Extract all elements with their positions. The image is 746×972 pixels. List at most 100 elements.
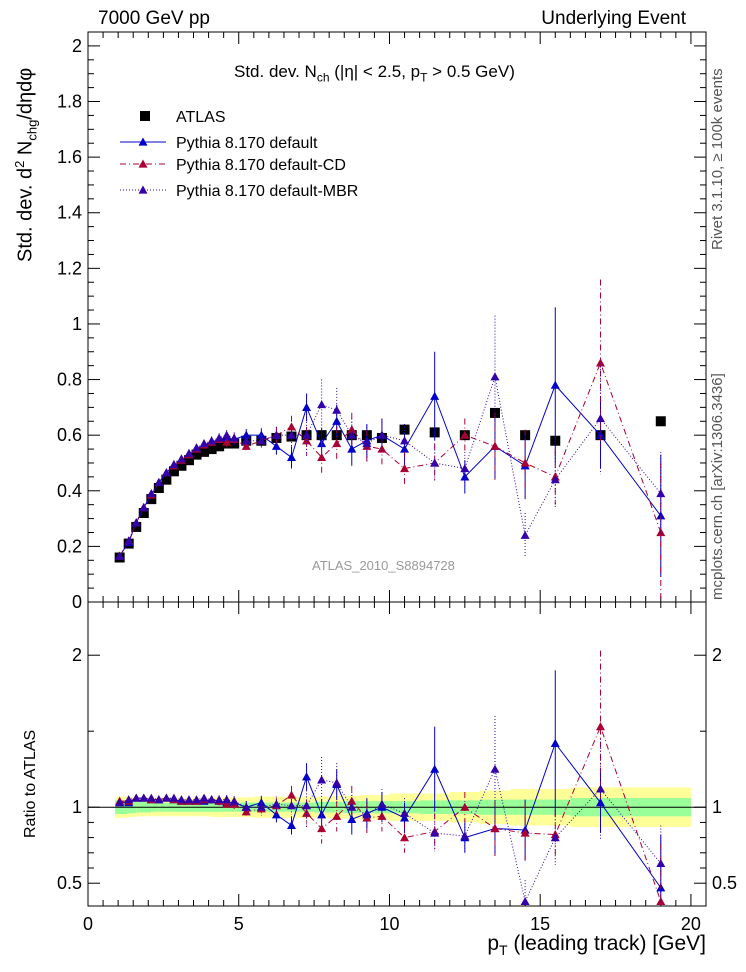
ratio-data-point: [520, 896, 530, 906]
mc-data-point: [199, 439, 209, 448]
atlas-data-point: [199, 446, 210, 457]
ratio-data-point: [271, 799, 281, 808]
ratio-data-point: [271, 810, 281, 819]
mc-data-point: [115, 551, 125, 560]
ratio-data-point: [222, 799, 232, 808]
analysis-watermark: ATLAS_2010_S8894728: [312, 558, 455, 573]
ratio-data-point: [124, 795, 134, 804]
mc-data-point: [317, 452, 327, 462]
ratio-data-point: [184, 795, 194, 804]
y-tick-label: 1: [712, 797, 722, 817]
ratio-data-point: [146, 793, 156, 802]
mc-data-point: [595, 430, 605, 439]
y-tick-label: 1: [72, 797, 82, 817]
ratio-data-point: [286, 801, 296, 810]
ratio-data-point: [430, 828, 440, 837]
mc-data-point: [656, 527, 666, 537]
plot-title: Std. dev. Nch (|η| < 2.5, pT > 0.5 GeV): [234, 62, 515, 85]
atlas-data-point: [153, 483, 164, 493]
mc-data-point: [169, 459, 179, 468]
ratio-data-point: [241, 802, 251, 811]
ratio-data-point: [347, 796, 357, 805]
mc-data-point: [214, 433, 224, 442]
mc-data-point: [332, 405, 342, 414]
ratio-data-point: [400, 813, 410, 822]
mc-data-point: [430, 391, 440, 400]
ratio-data-point: [332, 778, 342, 787]
legend-marker: [138, 159, 148, 168]
mc-data-point: [222, 437, 232, 446]
ratio-data-point: [550, 738, 560, 747]
legend-label: Pythia 8.170 default-MBR: [176, 183, 358, 200]
legend-marker: [138, 137, 148, 146]
ratio-data-point: [550, 833, 560, 842]
rivet-label: Rivet 3.1.10, ≥ 100k events: [709, 68, 726, 250]
ratio-data-point: [317, 775, 327, 784]
ratio-data-point: [595, 722, 605, 731]
ratio-data-point: [229, 796, 239, 805]
y-tick-label: 1.4: [57, 203, 82, 223]
mc-series-line: [119, 374, 662, 557]
ratio-data-point: [347, 802, 357, 811]
ratio-data-point: [332, 811, 342, 820]
mc-data-point: [286, 430, 296, 439]
mc-data-point: [332, 439, 342, 448]
mc-data-point: [161, 468, 171, 477]
mc-data-point: [184, 448, 194, 457]
y-tick-label: 0: [72, 592, 82, 612]
ratio-data-point: [400, 833, 410, 842]
mc-data-point: [332, 416, 342, 425]
legend-marker-atlas: [140, 111, 150, 121]
ratio-data-point: [161, 793, 171, 802]
mc-data-point: [520, 458, 530, 467]
mc-series-line: [119, 384, 662, 557]
y-tick-label: 0.5: [712, 873, 737, 893]
ratio-series-line: [119, 725, 662, 902]
x-tick-label: 5: [234, 914, 244, 934]
legend-label: Pythia 8.170 default-CD: [176, 157, 346, 174]
ratio-data-point: [377, 799, 387, 808]
x-tick-label: 20: [681, 914, 701, 934]
ratio-data-point: [169, 793, 179, 802]
ratio-data-point: [154, 795, 164, 804]
ratio-data-point: [115, 798, 125, 807]
ratio-data-point: [222, 795, 232, 804]
ratio-data-point: [302, 808, 312, 817]
atlas-data-point: [399, 424, 410, 435]
ratio-data-point: [656, 858, 666, 868]
legend-marker: [138, 185, 148, 194]
ratio-data-point: [302, 801, 312, 810]
mc-data-point: [377, 430, 387, 439]
y-tick-label: 0.8: [57, 370, 82, 390]
mc-data-point: [124, 536, 134, 545]
category-label: Underlying Event: [541, 8, 686, 29]
y-tick-label: 0.2: [57, 536, 82, 556]
ratio-data-point: [199, 793, 209, 802]
mc-data-point: [656, 489, 666, 498]
mc-data-point: [302, 430, 312, 439]
x-axis-label: pT (leading track) [GeV]: [487, 932, 706, 959]
mc-data-point: [154, 477, 164, 487]
ratio-data-point: [286, 790, 296, 799]
mc-data-point: [550, 475, 560, 484]
ratio-data-point: [302, 772, 312, 781]
y-tick-label: 0.4: [57, 481, 82, 501]
ratio-data-point: [131, 793, 141, 802]
mc-data-point: [347, 430, 357, 439]
mc-data-point: [271, 430, 281, 439]
ratio-data-point: [460, 802, 470, 811]
mc-data-point: [595, 413, 605, 423]
atlas-data-point: [206, 444, 217, 455]
mc-data-point: [207, 436, 217, 445]
ratio-data-point: [317, 823, 327, 833]
mc-data-point: [400, 464, 410, 473]
mc-data-point: [192, 443, 202, 452]
atlas-data-point: [161, 474, 172, 485]
ratio-data-point: [430, 764, 440, 773]
ratio-data-point: [256, 802, 266, 811]
ratio-data-point: [377, 811, 387, 820]
x-tick-label: 0: [83, 914, 93, 934]
y-tick-label: 2: [72, 645, 82, 665]
mc-data-point: [317, 400, 327, 409]
